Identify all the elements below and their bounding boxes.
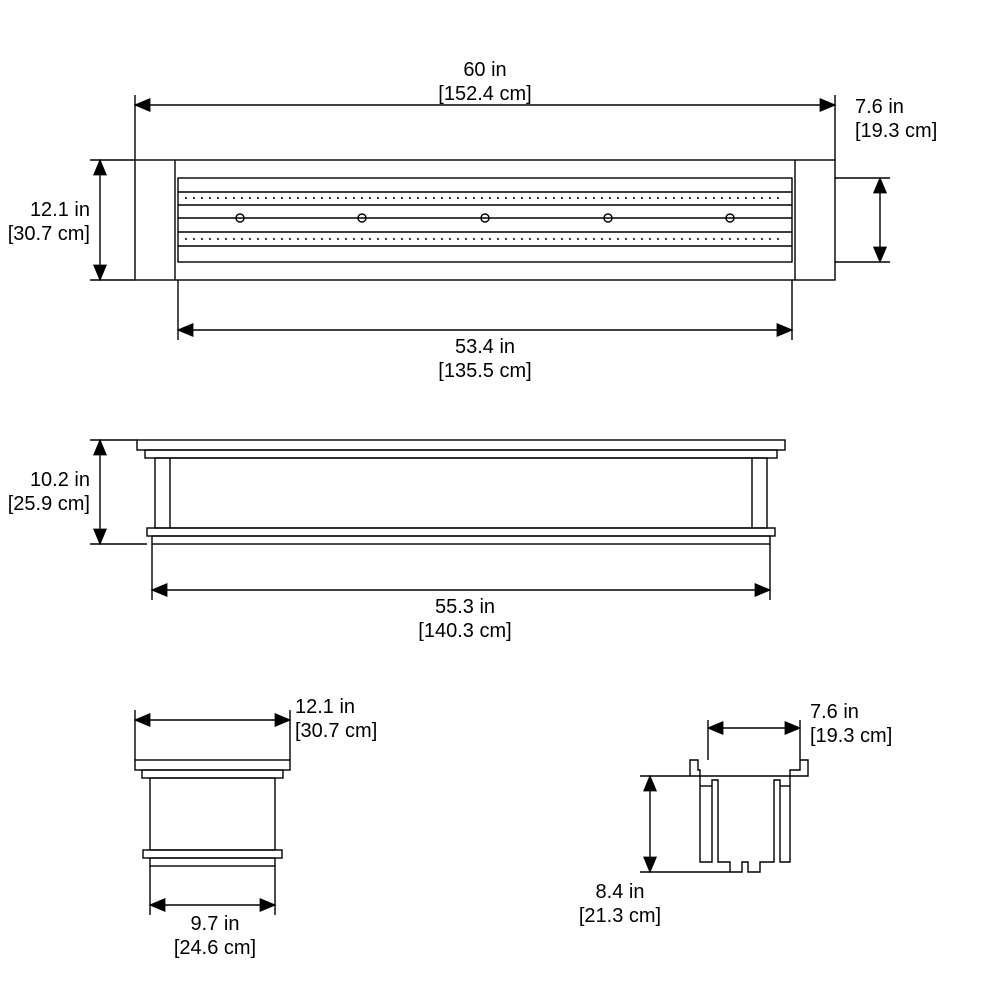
dim-side-bottom-width: 9.7 in [24.6 cm] [155, 912, 275, 960]
dim-section-height: 8.4 in [21.3 cm] [560, 880, 680, 928]
dim-section-width: 7.6 in [19.3 cm] [810, 700, 930, 748]
dim-front-height: 10.2 in [25.9 cm] [0, 468, 90, 516]
dim-top-right-height: 7.6 in [19.3 cm] [855, 95, 965, 143]
dim-side-top-width: 12.1 in [30.7 cm] [295, 695, 415, 743]
dim-front-width: 55.3 in [140.3 cm] [380, 595, 550, 643]
dim-top-left-height: 12.1 in [30.7 cm] [0, 198, 90, 246]
drawing-svg [0, 0, 1000, 1000]
dimension-drawing: 60 in [152.4 cm] 7.6 in [19.3 cm] 12.1 i… [0, 0, 1000, 1000]
dim-top-outer-width: 60 in [152.4 cm] [400, 58, 570, 106]
dim-top-inner-width: 53.4 in [135.5 cm] [400, 335, 570, 383]
